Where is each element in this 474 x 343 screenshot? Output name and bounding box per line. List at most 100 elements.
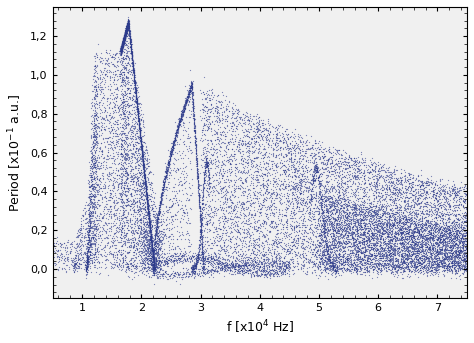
Point — [320, 235, 328, 240]
Point — [88, 182, 96, 187]
Point — [358, 250, 366, 255]
Point — [391, 209, 399, 215]
Point — [325, 267, 333, 273]
Point — [135, 122, 143, 128]
Point — [138, 234, 146, 240]
Point — [84, 256, 91, 262]
Point — [400, 232, 408, 237]
Point — [121, 29, 129, 34]
Point — [384, 267, 392, 272]
Point — [454, 198, 461, 203]
Point — [109, 265, 117, 271]
Point — [453, 249, 460, 255]
Point — [290, 185, 298, 190]
Point — [111, 161, 118, 166]
Point — [255, 241, 263, 247]
Point — [345, 198, 352, 203]
Point — [384, 220, 392, 225]
Point — [183, 94, 191, 100]
Point — [232, 237, 239, 242]
Point — [150, 263, 157, 268]
Point — [459, 267, 467, 272]
Point — [330, 242, 337, 247]
Point — [253, 123, 260, 128]
Point — [136, 122, 143, 127]
Point — [374, 211, 382, 216]
Point — [401, 268, 408, 273]
Point — [335, 251, 343, 257]
Point — [383, 257, 390, 262]
Point — [173, 123, 181, 129]
Point — [125, 28, 133, 34]
Point — [373, 246, 381, 251]
Point — [207, 97, 214, 103]
Point — [191, 129, 199, 135]
Point — [94, 250, 101, 255]
Point — [426, 261, 433, 266]
Point — [328, 196, 336, 202]
Point — [237, 238, 244, 243]
Point — [102, 234, 109, 239]
Point — [349, 198, 357, 204]
Point — [348, 165, 356, 170]
Point — [289, 191, 297, 196]
Point — [82, 269, 90, 274]
Point — [224, 140, 232, 146]
Point — [216, 118, 224, 123]
Point — [388, 236, 396, 241]
Point — [167, 150, 175, 156]
Point — [166, 170, 174, 175]
Point — [118, 45, 126, 51]
Point — [327, 262, 334, 268]
Point — [454, 215, 462, 221]
Point — [366, 215, 374, 221]
Point — [196, 204, 204, 210]
Point — [328, 201, 336, 206]
Point — [201, 107, 208, 113]
Point — [432, 205, 439, 211]
Point — [199, 116, 206, 121]
Point — [139, 264, 146, 269]
Point — [165, 206, 173, 212]
Point — [91, 201, 99, 206]
Point — [119, 40, 127, 46]
Point — [273, 196, 281, 201]
Point — [312, 253, 319, 259]
Point — [416, 215, 424, 221]
Point — [245, 210, 252, 215]
Point — [354, 268, 361, 273]
Point — [295, 173, 302, 178]
Point — [305, 209, 313, 215]
Point — [310, 192, 318, 197]
Point — [117, 184, 125, 189]
Point — [411, 183, 419, 188]
Point — [118, 42, 126, 48]
Point — [332, 217, 339, 222]
Point — [119, 40, 127, 45]
Point — [326, 257, 334, 263]
Point — [136, 129, 144, 134]
Point — [374, 224, 381, 229]
Point — [144, 197, 151, 202]
Point — [84, 203, 92, 208]
Point — [283, 218, 290, 224]
Point — [235, 259, 243, 264]
Point — [216, 259, 224, 264]
Point — [324, 270, 332, 275]
Point — [113, 259, 120, 264]
Point — [90, 206, 98, 211]
Point — [420, 257, 428, 262]
Point — [273, 263, 281, 269]
Point — [227, 239, 235, 245]
Point — [108, 142, 115, 147]
Point — [430, 258, 438, 264]
Point — [208, 141, 216, 147]
Point — [119, 39, 127, 45]
Point — [363, 196, 371, 201]
Point — [281, 262, 288, 268]
Point — [92, 236, 100, 242]
Point — [180, 270, 187, 275]
Point — [192, 262, 200, 267]
Point — [204, 160, 211, 166]
Point — [462, 230, 470, 236]
